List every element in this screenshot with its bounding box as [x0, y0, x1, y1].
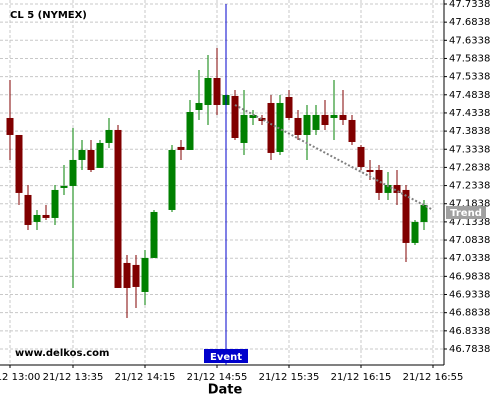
candle-body [42, 214, 50, 218]
y-tick-label: 47.6838 [449, 17, 490, 28]
x-tick-label: 21/12 13:35 [43, 372, 104, 383]
candle-body [330, 114, 338, 118]
candle-body [213, 78, 221, 105]
candle-body [249, 114, 257, 118]
candle-body [204, 78, 212, 105]
candle-body [15, 134, 23, 193]
candle-body [105, 129, 113, 143]
y-tick-label: 46.9338 [449, 290, 490, 301]
x-tick-label: 21/12 16:15 [331, 372, 392, 383]
y-tick-label: 47.2838 [449, 162, 490, 173]
x-tick-label: 21/12 14:15 [115, 372, 176, 383]
y-tick-label: 47.5838 [449, 53, 490, 64]
candle-body [24, 194, 32, 225]
y-tick-label: 47.1838 [449, 199, 490, 210]
candle-body [33, 214, 41, 222]
candle-body [150, 211, 158, 258]
x-axis-title: Date [208, 383, 243, 398]
candle-body [195, 102, 203, 110]
candle-body [339, 114, 347, 120]
y-tick-label: 46.8838 [449, 308, 490, 319]
y-tick-label: 47.2338 [449, 181, 490, 192]
candle-body [132, 264, 140, 287]
y-tick-label: 47.3338 [449, 144, 490, 155]
candle-body [177, 146, 185, 150]
y-tick-label: 47.4338 [449, 108, 490, 119]
candle-body [321, 114, 329, 125]
y-tick-label: 46.8338 [449, 326, 490, 337]
event-label: Event [210, 352, 242, 363]
candle-body [312, 114, 320, 130]
candle-body [51, 189, 59, 218]
y-tick-label: 47.5338 [449, 72, 490, 83]
x-tick-label: 21/12 14:55 [187, 372, 248, 383]
y-tick-label: 47.0338 [449, 253, 490, 264]
candle-body [258, 117, 266, 122]
candle-body [420, 204, 428, 222]
y-tick-label: 47.0838 [449, 235, 490, 246]
y-tick-label: 46.9838 [449, 271, 490, 282]
candle-body [375, 169, 383, 193]
x-tick-label: 21/12 16:55 [403, 372, 464, 383]
candle-body [366, 169, 374, 172]
candle-body [123, 262, 131, 288]
candle-body [402, 189, 410, 243]
candle-body [285, 96, 293, 118]
y-tick-label: 47.3838 [449, 126, 490, 137]
candle-body [357, 146, 365, 167]
candle-body [294, 117, 302, 135]
event-label-box [204, 349, 248, 363]
candle-body [141, 257, 149, 292]
candle-body [348, 119, 356, 142]
trend-label: Trend [450, 208, 482, 219]
candle-body [393, 184, 401, 193]
y-tick-label: 47.7338 [449, 0, 490, 10]
x-tick-label: 21/12 15:35 [259, 372, 320, 383]
plot-area [0, 0, 444, 365]
candle-body [6, 117, 14, 135]
candle-body [78, 149, 86, 160]
x-tick-label: 21/12 13:00 [0, 372, 40, 383]
y-tick-label: 47.6338 [449, 35, 490, 46]
watermark: www.delkos.com [15, 348, 109, 359]
chart-title: CL 5 (NYMEX) [10, 10, 87, 21]
candle-body [384, 184, 392, 193]
y-tick-label: 46.7838 [449, 344, 490, 355]
candle-body [60, 185, 68, 188]
y-tick-label: 47.1338 [449, 217, 490, 228]
candle-body [96, 142, 104, 168]
candle-body [168, 149, 176, 210]
candle-body [87, 149, 95, 170]
y-tick-label: 47.4838 [449, 90, 490, 101]
trend-line [234, 104, 434, 211]
candle-body [69, 159, 77, 186]
candle-body [231, 95, 239, 138]
candle-body [267, 102, 275, 153]
candle-body [240, 114, 248, 143]
candle-body [276, 102, 284, 152]
candle-body [303, 114, 311, 135]
trend-label-box [446, 205, 486, 219]
candle-body [114, 129, 122, 288]
candle-body [411, 221, 419, 243]
candle-body [186, 111, 194, 150]
